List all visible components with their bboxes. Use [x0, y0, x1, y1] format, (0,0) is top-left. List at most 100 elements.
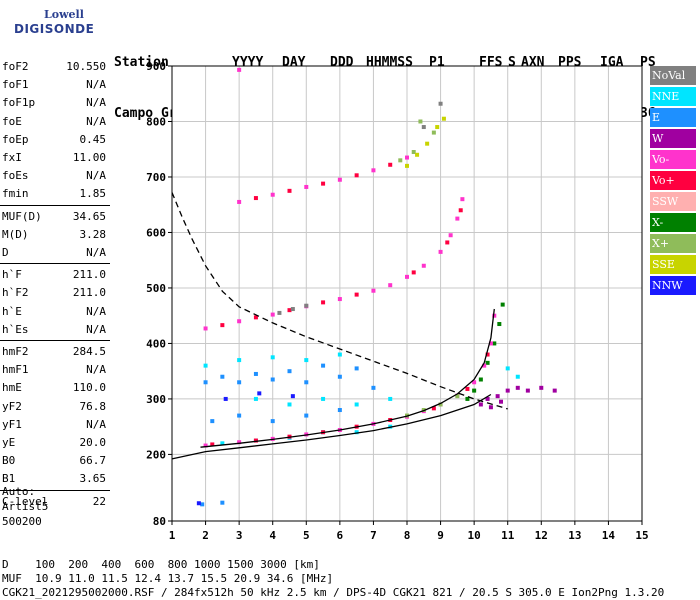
data-point-vo — [388, 162, 393, 167]
data-point-vo — [482, 363, 487, 368]
data-point-vo — [337, 177, 342, 182]
data-point-vo — [253, 315, 258, 320]
profile-line-1 — [200, 308, 495, 448]
auto-version: 500200 — [2, 515, 42, 528]
param-row: MUF(D) 34.65 — [0, 208, 108, 226]
logo-line1: Lowell — [44, 8, 84, 21]
autoscaling-info: Auto: Artist5 500200 — [2, 484, 48, 529]
data-point-vo — [203, 326, 208, 331]
data-point-w — [552, 388, 557, 393]
param-row: h`Es N/A — [0, 321, 108, 339]
data-point-nne — [388, 396, 393, 401]
data-point-noval — [290, 307, 295, 312]
param-value: N/A — [86, 169, 106, 183]
data-point-x — [431, 130, 436, 135]
data-point-nne — [253, 396, 258, 401]
legend-vo: Vo+ — [650, 171, 696, 190]
param-key: yF1 — [2, 417, 22, 431]
data-point-vo — [405, 155, 409, 160]
footer-file-info: CGK21_2021295002000.RSF / 284fx512h 50 k… — [2, 586, 665, 599]
legend-x: X+ — [650, 234, 696, 253]
data-point-x — [485, 360, 490, 365]
param-value: N/A — [86, 96, 106, 110]
data-point-nnw — [196, 501, 201, 506]
data-point-x — [492, 341, 497, 346]
param-row: foF2 10.550 — [0, 58, 108, 76]
y-tick-label: 800 — [146, 115, 166, 128]
data-point-vo — [253, 438, 258, 443]
param-row: M(D) 3.28 — [0, 226, 108, 244]
x-tick-label: 4 — [269, 529, 276, 542]
data-point-vo — [445, 240, 450, 245]
data-point-vo — [321, 300, 326, 305]
digisonde-logo: Lowell DIGISONDE — [4, 8, 104, 42]
data-point-e — [270, 377, 275, 382]
param-key: M(D) — [2, 227, 29, 241]
x-tick-label: 1 — [169, 529, 176, 542]
data-point-e — [304, 413, 309, 418]
param-value: 211.0 — [72, 286, 106, 300]
param-key: foF1p — [2, 96, 36, 110]
data-point-vo — [354, 173, 359, 178]
data-point-noval — [438, 101, 443, 106]
profile-line-0 — [171, 393, 492, 460]
param-key: h`E — [2, 304, 22, 318]
data-point-vo — [203, 443, 208, 448]
y-tick-label: 80 — [153, 515, 166, 528]
param-row: B0 66.7 — [0, 452, 108, 470]
data-point-vo — [448, 233, 453, 238]
muf-curve-line — [171, 192, 508, 410]
legend-nne: NNE — [650, 87, 696, 106]
param-value: N/A — [86, 78, 106, 92]
param-value: N/A — [86, 304, 106, 318]
legend-e: E — [650, 108, 696, 127]
data-point-e — [337, 408, 342, 413]
x-tick-label: 9 — [437, 529, 444, 542]
data-point-nne — [237, 358, 242, 363]
legend-sse: SSE — [650, 255, 696, 274]
param-value: N/A — [86, 246, 106, 259]
x-tick-label: 7 — [370, 529, 377, 542]
data-point-x — [438, 402, 443, 407]
y-tick-label: 300 — [146, 393, 166, 406]
data-point-w — [499, 399, 503, 404]
data-point-sse — [435, 125, 440, 130]
param-value: 22 — [92, 494, 106, 508]
param-key: foEp — [2, 132, 29, 146]
legend-noval: NoVal — [650, 66, 696, 85]
data-point-e — [220, 374, 225, 379]
data-point-vo — [304, 184, 309, 189]
y-tick-label: 600 — [146, 226, 166, 239]
x-tick-label: 8 — [404, 529, 411, 542]
param-value: 76.8 — [79, 399, 107, 413]
data-point-vo — [492, 313, 497, 318]
data-point-vo — [237, 319, 242, 324]
param-key: hmE — [2, 381, 22, 395]
x-tick-label: 15 — [635, 529, 648, 542]
param-row: hmF1 N/A — [0, 361, 108, 379]
param-separator — [0, 263, 110, 265]
data-point-nne — [203, 363, 208, 368]
param-row: D N/A — [0, 244, 108, 262]
param-value: 3.65 — [79, 472, 107, 486]
param-key: B1 — [2, 472, 16, 486]
legend: NoVal NNE E W Vo- Vo+ SSW X- X+ SSE NNW — [650, 66, 696, 297]
data-point-nnw — [223, 396, 228, 401]
param-row: foF1 N/A — [0, 76, 108, 94]
x-tick-label: 12 — [535, 529, 548, 542]
data-point-w — [539, 385, 544, 390]
data-point-vo — [253, 196, 258, 201]
param-key: MUF(D) — [2, 209, 42, 223]
header-label-0: Station — [114, 55, 169, 70]
data-point-x — [465, 396, 470, 401]
param-key: fxI — [2, 151, 22, 164]
data-point-vo — [210, 442, 215, 447]
data-point-vo — [270, 312, 275, 317]
data-point-w — [515, 385, 520, 390]
data-point-nne — [337, 352, 342, 357]
data-point-nnw — [290, 394, 295, 399]
param-row: foE N/A — [0, 113, 108, 131]
param-separator — [0, 340, 110, 341]
param-row: fxI 11.00 — [0, 149, 108, 167]
data-point-w — [525, 388, 530, 393]
